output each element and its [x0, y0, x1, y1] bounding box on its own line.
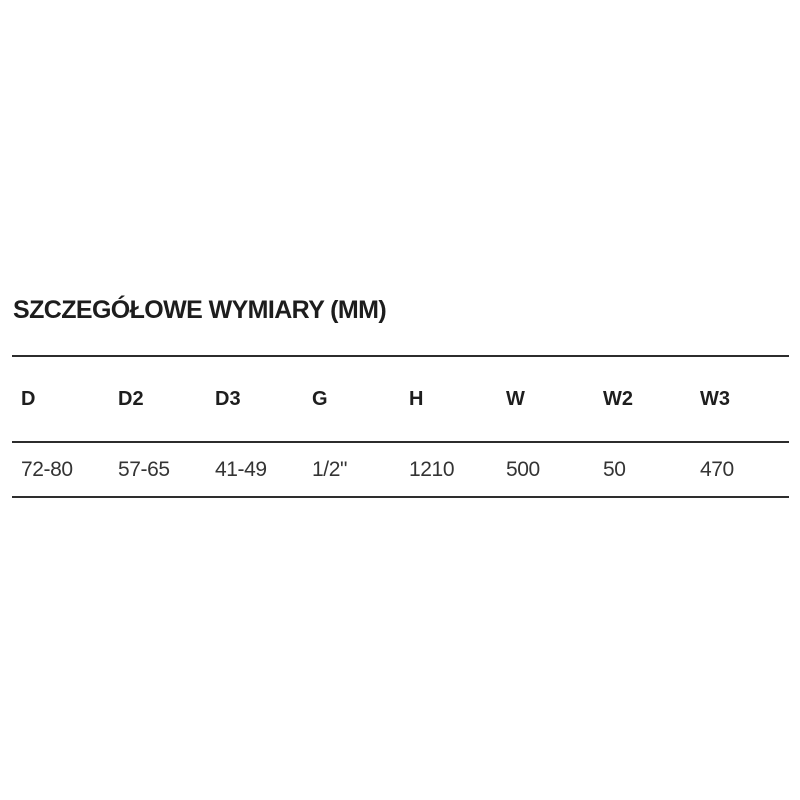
table-header-row: D D2 D3 G H W W2 W3	[12, 357, 789, 443]
table-header-cell-d: D	[21, 387, 36, 410]
table-value-cell-w3: 470	[700, 457, 734, 481]
dimensions-table: D D2 D3 G H W W2 W3 72-80 57-65 41-49 1/…	[12, 355, 789, 498]
table-value-row: 72-80 57-65 41-49 1/2" 1210 500 50 470	[12, 443, 789, 498]
table-header-cell-d2: D2	[118, 387, 144, 410]
section-title: SZCZEGÓŁOWE WYMIARY (MM)	[13, 296, 387, 324]
table-header-cell-w2: W2	[603, 387, 633, 410]
table-value-cell-w2: 50	[603, 457, 626, 481]
table-header-cell-d3: D3	[215, 387, 241, 410]
table-value-cell-h: 1210	[409, 457, 455, 481]
table-header-cell-h: H	[409, 387, 424, 410]
table-value-cell-g: 1/2"	[312, 457, 348, 481]
table-value-cell-d: 72-80	[21, 457, 73, 481]
table-header-cell-w3: W3	[700, 387, 730, 410]
table-header-cell-w: W	[506, 387, 525, 410]
table-value-cell-d3: 41-49	[215, 457, 267, 481]
table-header-cell-g: G	[312, 387, 328, 410]
table-value-cell-d2: 57-65	[118, 457, 170, 481]
table-value-cell-w: 500	[506, 457, 540, 481]
